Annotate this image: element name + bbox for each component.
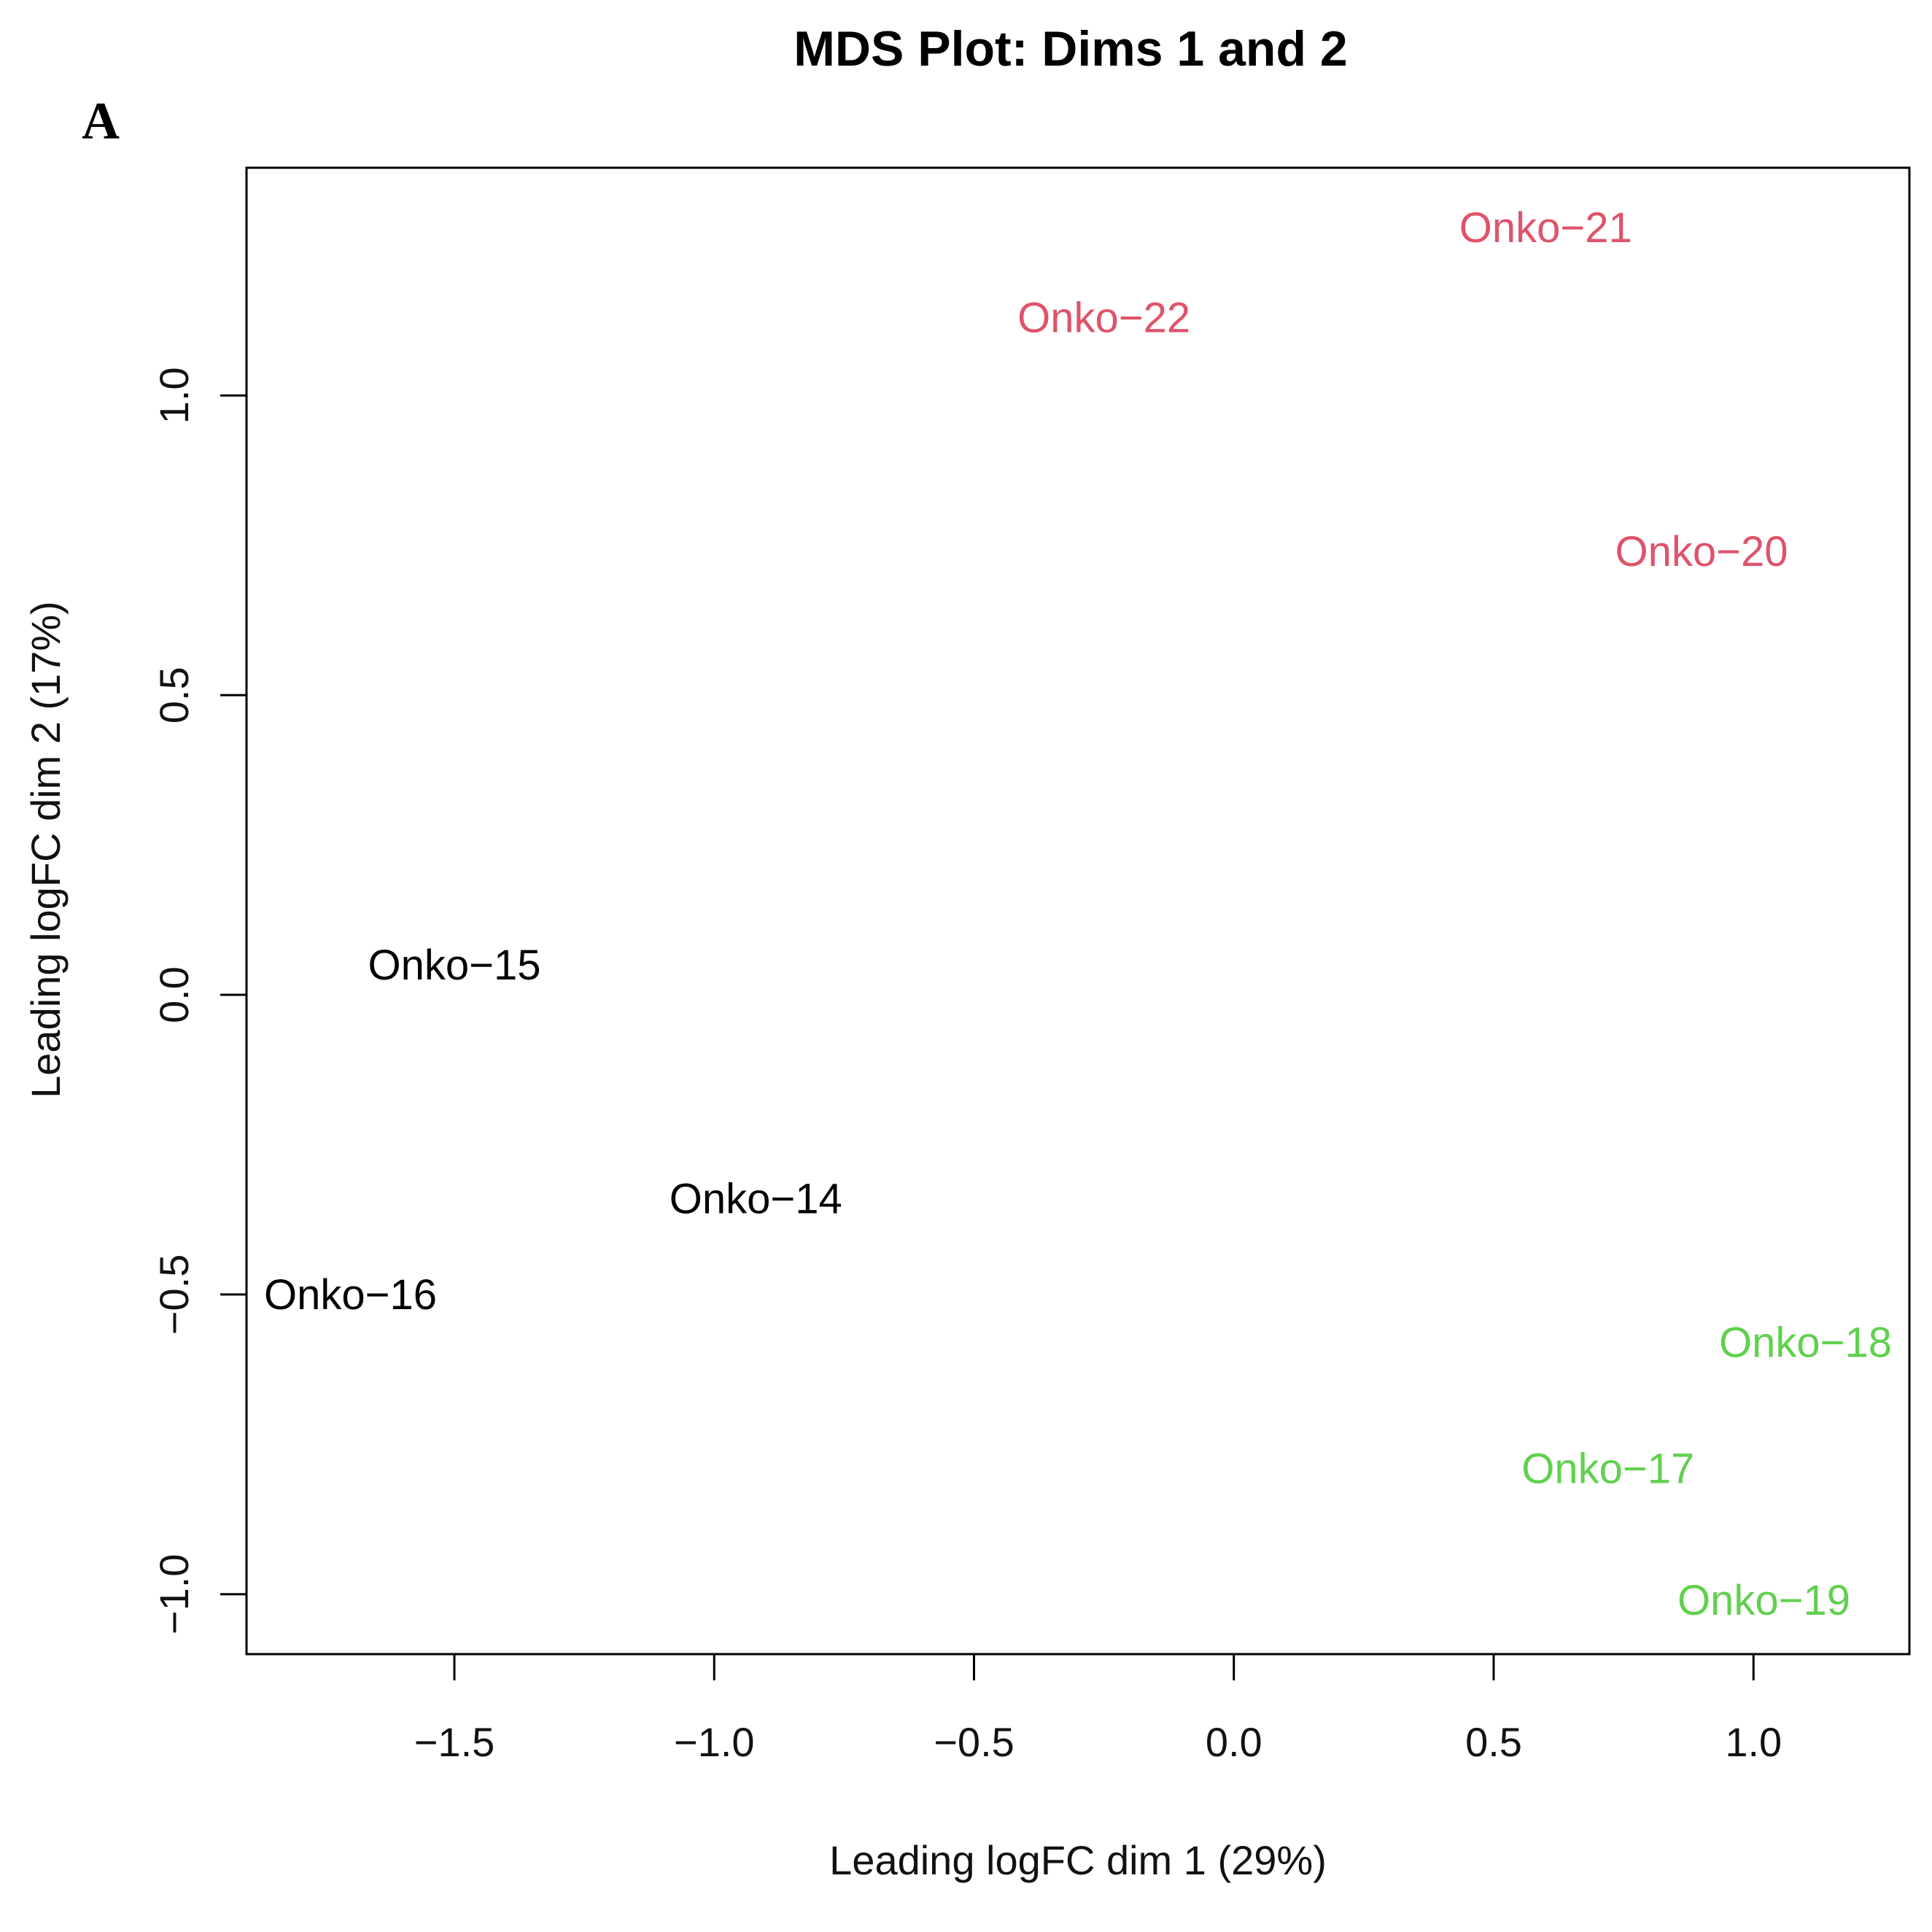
- y-axis: −1.0 −0.5 0.0 0.5 1.0: [151, 367, 247, 1634]
- x-axis-label: Leading logFC dim 1 (29%): [829, 1837, 1327, 1883]
- chart-title: MDS Plot: Dims 1 and 2: [794, 21, 1347, 77]
- y-tick-label: −0.5: [151, 1254, 197, 1335]
- x-tick-label: −1.5: [414, 1719, 495, 1765]
- point-label: Onko−18: [1719, 1319, 1892, 1367]
- y-axis-label: Leading logFC dim 2 (17%): [23, 601, 69, 1098]
- point-label: Onko−21: [1459, 204, 1632, 252]
- x-axis: −1.5 −1.0 −0.5 0.0 0.5 1.0: [414, 1654, 1782, 1765]
- panel-label: A: [82, 92, 120, 150]
- plot-frame: [245, 166, 1911, 1656]
- y-tick-label: 1.0: [151, 367, 197, 424]
- x-tick-label: 1.0: [1725, 1719, 1782, 1765]
- x-tick-label: −0.5: [934, 1719, 1015, 1765]
- point-label: Onko−14: [670, 1175, 842, 1222]
- point-label: Onko−16: [264, 1271, 437, 1319]
- point-label: Onko−19: [1677, 1577, 1850, 1624]
- data-points: Onko−14 Onko−15 Onko−16 Onko−17 Onko−18 Onko−…: [264, 204, 1892, 1624]
- y-tick-label: 0.0: [151, 966, 197, 1023]
- y-tick-label: 0.5: [151, 667, 197, 723]
- x-tick-label: 0.5: [1465, 1719, 1522, 1765]
- point-label: Onko−15: [368, 942, 540, 989]
- y-tick-label: −1.0: [151, 1554, 197, 1635]
- point-label: Onko−22: [1017, 294, 1190, 341]
- point-label: Onko−17: [1521, 1445, 1694, 1492]
- x-tick-label: 0.0: [1206, 1719, 1262, 1765]
- x-tick-label: −1.0: [674, 1719, 755, 1765]
- point-label: Onko−20: [1615, 528, 1788, 575]
